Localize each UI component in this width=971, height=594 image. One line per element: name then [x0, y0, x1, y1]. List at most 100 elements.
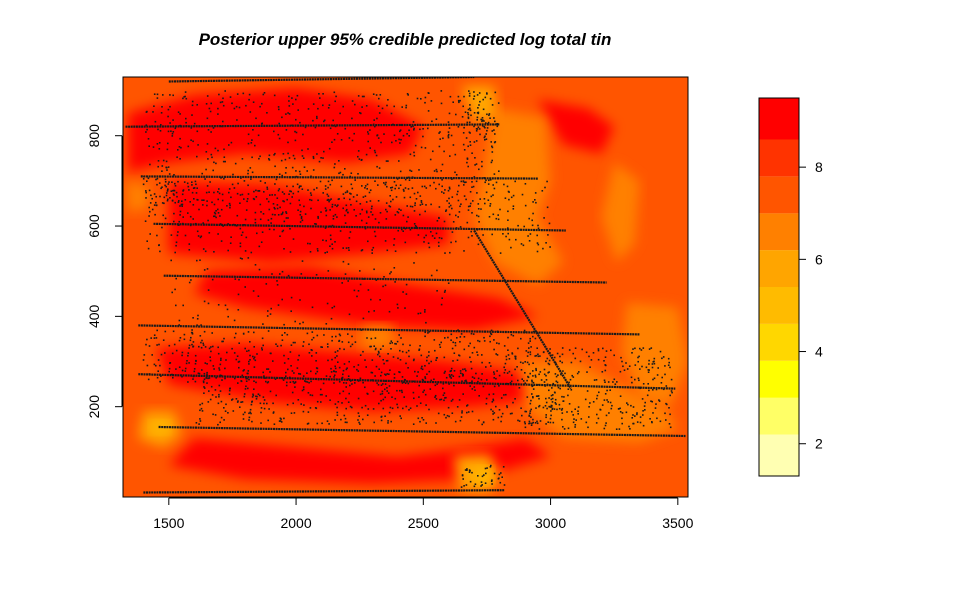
sample-point: [510, 196, 513, 199]
sample-point: [334, 356, 336, 359]
sample-point: [536, 422, 539, 425]
sample-point: [204, 362, 207, 364]
sample-point: [421, 417, 423, 419]
sample-point: [471, 235, 473, 237]
sample-point: [319, 97, 321, 99]
sample-point: [172, 119, 174, 121]
sample-point: [548, 405, 550, 408]
sample-point: [651, 421, 653, 424]
sample-point: [657, 367, 659, 369]
sample-point: [584, 398, 587, 401]
sample-point: [517, 379, 519, 382]
sample-point: [447, 135, 450, 137]
sample-point: [200, 324, 202, 326]
sample-point: [201, 410, 204, 412]
sample-point: [289, 190, 291, 192]
sample-point: [634, 415, 636, 417]
sample-point: [250, 412, 252, 415]
sample-point: [403, 381, 405, 383]
sample-point: [187, 352, 190, 354]
sample-point: [172, 376, 174, 379]
sample-point: [477, 208, 480, 210]
sample-point: [539, 355, 541, 357]
sample-point: [359, 283, 362, 286]
sample-point: [281, 191, 284, 193]
sample-point: [148, 206, 150, 209]
sample-point: [240, 234, 243, 236]
sample-point: [370, 211, 372, 213]
sample-point: [478, 395, 480, 397]
sample-point: [374, 218, 377, 220]
sample-point: [222, 104, 225, 107]
sample-point: [572, 421, 575, 424]
sample-point: [283, 323, 285, 326]
sample-point: [258, 268, 261, 271]
sample-point: [181, 375, 183, 378]
sample-point: [475, 163, 478, 165]
sample-point: [263, 402, 265, 405]
sample-point: [327, 198, 329, 201]
sample-point: [296, 367, 299, 369]
sample-point: [179, 210, 182, 213]
sample-point: [373, 310, 375, 312]
sample-point: [457, 329, 459, 331]
sample-point: [441, 191, 443, 193]
sample-point: [162, 159, 165, 162]
sample-point: [371, 252, 373, 254]
sample-point: [489, 203, 492, 205]
sample-point: [325, 395, 327, 397]
sample-point: [537, 332, 539, 335]
sample-point: [177, 111, 180, 113]
sample-point: [361, 185, 363, 187]
sample-point: [196, 324, 198, 326]
sample-point: [260, 376, 262, 378]
sample-point: [401, 350, 404, 353]
sample-point: [241, 374, 244, 377]
sample-point: [285, 375, 287, 377]
sample-cluster-6: [461, 90, 500, 146]
sample-point: [402, 343, 404, 346]
sample-point: [476, 128, 479, 130]
sample-point: [424, 335, 426, 338]
sample-point: [486, 379, 488, 381]
sample-point: [192, 204, 195, 206]
sample-point: [173, 189, 175, 192]
sample-point: [238, 106, 241, 109]
sample-point: [531, 393, 533, 395]
sample-point: [246, 198, 249, 200]
sample-point: [478, 221, 480, 223]
sample-point: [496, 330, 499, 333]
sample-point: [525, 410, 528, 413]
sample-point: [337, 361, 339, 363]
sample-point: [365, 222, 368, 224]
sample-point: [415, 226, 418, 228]
sample-point: [254, 221, 257, 224]
sample-point: [338, 172, 340, 175]
sample-point: [378, 368, 380, 370]
sample-point: [529, 372, 531, 375]
sample-point: [396, 178, 399, 180]
sample-point: [254, 218, 257, 221]
sample-point: [478, 340, 481, 343]
sample-point: [203, 378, 206, 380]
sample-point: [649, 418, 651, 420]
sample-point: [494, 91, 497, 94]
sample-point: [178, 324, 180, 326]
sample-point: [621, 360, 623, 363]
sample-point: [464, 111, 467, 113]
sample-point: [485, 403, 488, 405]
sample-point: [451, 231, 454, 233]
sample-point: [261, 231, 264, 233]
sample-point: [422, 128, 424, 130]
sample-point: [190, 336, 192, 339]
sample-point: [390, 200, 392, 203]
sample-point: [455, 113, 457, 116]
sample-point: [188, 347, 190, 349]
sample-point: [341, 402, 343, 404]
sample-point: [575, 419, 577, 421]
sample-point: [528, 217, 530, 220]
sample-point: [344, 417, 347, 420]
sample-point: [244, 250, 247, 252]
sample-point: [302, 388, 305, 391]
sample-point: [266, 188, 269, 190]
